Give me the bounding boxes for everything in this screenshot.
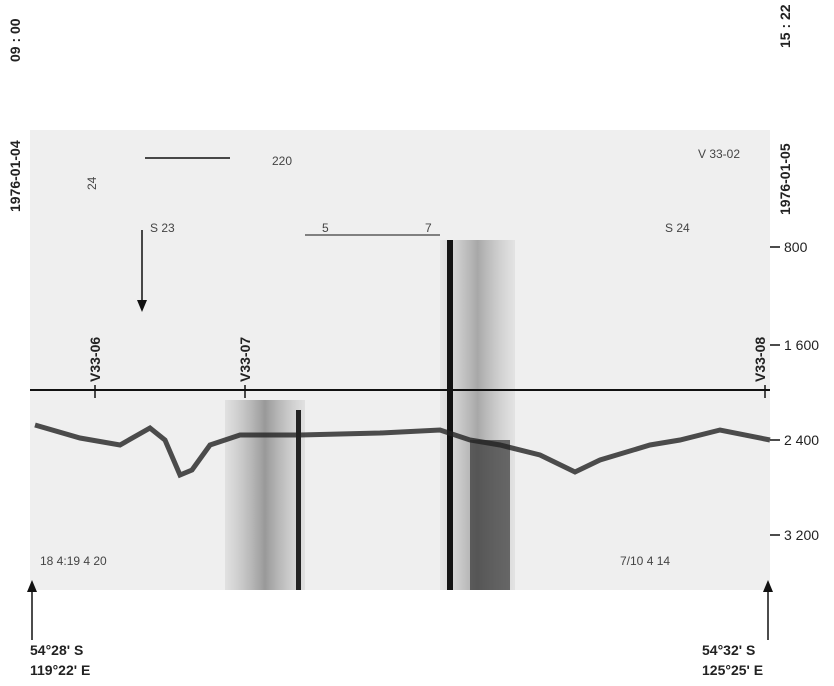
annotation: 7/10 4 14 bbox=[620, 554, 670, 568]
arrowhead bbox=[763, 580, 773, 592]
annotation: S 24 bbox=[665, 221, 690, 235]
start-time: 09 : 00 bbox=[7, 18, 23, 62]
noise-band bbox=[225, 400, 305, 590]
annotation: 5 bbox=[322, 221, 329, 235]
station-label: V33-08 bbox=[752, 337, 768, 382]
start-latitude: 54°28' S bbox=[30, 642, 83, 658]
annotation: 220 bbox=[272, 154, 292, 168]
end-latitude: 54°32' S bbox=[702, 642, 755, 658]
annotation: 24 bbox=[85, 176, 99, 190]
depth-label: 3 200 bbox=[784, 527, 819, 543]
arrowhead bbox=[27, 580, 37, 592]
station-label: V33-06 bbox=[87, 337, 103, 382]
arrowhead bbox=[137, 300, 147, 312]
record-background bbox=[30, 130, 770, 590]
depth-label: 1 600 bbox=[784, 337, 819, 353]
noise-line bbox=[447, 240, 453, 590]
start-longitude: 119°22' E bbox=[30, 662, 90, 678]
end-longitude: 125°25' E bbox=[702, 662, 763, 678]
station-label: V33-07 bbox=[237, 337, 253, 382]
depth-label: 2 400 bbox=[784, 432, 819, 448]
noise-band bbox=[470, 440, 510, 590]
annotation: S 23 bbox=[150, 221, 175, 235]
start-date: 1976-01-04 bbox=[7, 140, 23, 212]
annotation: 18 4:19 4 20 bbox=[40, 554, 107, 568]
noise-line bbox=[296, 410, 301, 590]
end-time: 15 : 22 bbox=[777, 4, 793, 48]
annotation: V 33-02 bbox=[698, 147, 740, 161]
depth-label: 800 bbox=[784, 239, 808, 255]
annotation: 7 bbox=[425, 221, 432, 235]
end-date: 1976-01-05 bbox=[777, 143, 793, 215]
seafloor-trace bbox=[34, 422, 771, 479]
